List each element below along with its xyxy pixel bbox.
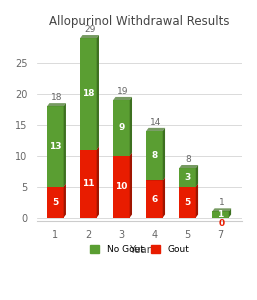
Bar xyxy=(146,131,163,181)
Bar xyxy=(113,156,130,218)
Text: 8: 8 xyxy=(151,151,158,160)
Text: 14: 14 xyxy=(150,118,161,127)
Legend: No Gout, Gout: No Gout, Gout xyxy=(87,242,192,258)
Text: 1: 1 xyxy=(219,198,225,207)
Polygon shape xyxy=(97,146,99,218)
Text: 18: 18 xyxy=(82,89,95,98)
Polygon shape xyxy=(146,128,165,131)
Text: 6: 6 xyxy=(151,194,158,203)
Polygon shape xyxy=(163,177,165,218)
Polygon shape xyxy=(64,184,66,218)
Polygon shape xyxy=(196,165,198,187)
Bar xyxy=(212,212,229,218)
Text: 5: 5 xyxy=(52,198,59,207)
Bar xyxy=(179,168,196,187)
Text: 8: 8 xyxy=(186,155,191,164)
Text: 13: 13 xyxy=(49,142,62,151)
Polygon shape xyxy=(146,177,165,181)
Bar xyxy=(146,181,163,218)
Text: 18: 18 xyxy=(51,93,62,102)
Polygon shape xyxy=(113,97,132,100)
Polygon shape xyxy=(47,103,66,106)
Bar xyxy=(80,38,97,149)
Polygon shape xyxy=(130,153,132,218)
Text: 0: 0 xyxy=(219,220,225,229)
Polygon shape xyxy=(212,208,231,212)
Polygon shape xyxy=(47,184,66,187)
Bar xyxy=(47,187,64,218)
Bar xyxy=(47,106,64,187)
Text: 19: 19 xyxy=(117,87,128,96)
Polygon shape xyxy=(80,35,99,38)
Polygon shape xyxy=(163,128,165,181)
Text: 10: 10 xyxy=(115,182,128,191)
Polygon shape xyxy=(179,184,198,187)
Text: 1: 1 xyxy=(217,210,224,219)
Polygon shape xyxy=(179,165,198,168)
Polygon shape xyxy=(130,97,132,156)
Text: 3: 3 xyxy=(184,173,191,182)
X-axis label: Year: Year xyxy=(128,244,151,255)
Bar xyxy=(113,100,130,156)
Polygon shape xyxy=(113,153,132,156)
Text: 5: 5 xyxy=(184,198,191,207)
Text: 9: 9 xyxy=(118,123,125,132)
Bar xyxy=(179,187,196,218)
Bar xyxy=(80,149,97,218)
Title: Allopurinol Withdrawal Results: Allopurinol Withdrawal Results xyxy=(49,15,230,28)
Polygon shape xyxy=(64,103,66,187)
Polygon shape xyxy=(196,184,198,218)
Polygon shape xyxy=(229,208,231,218)
Polygon shape xyxy=(97,35,99,149)
Text: 29: 29 xyxy=(84,25,95,34)
Text: 11: 11 xyxy=(82,179,95,188)
Polygon shape xyxy=(80,146,99,149)
